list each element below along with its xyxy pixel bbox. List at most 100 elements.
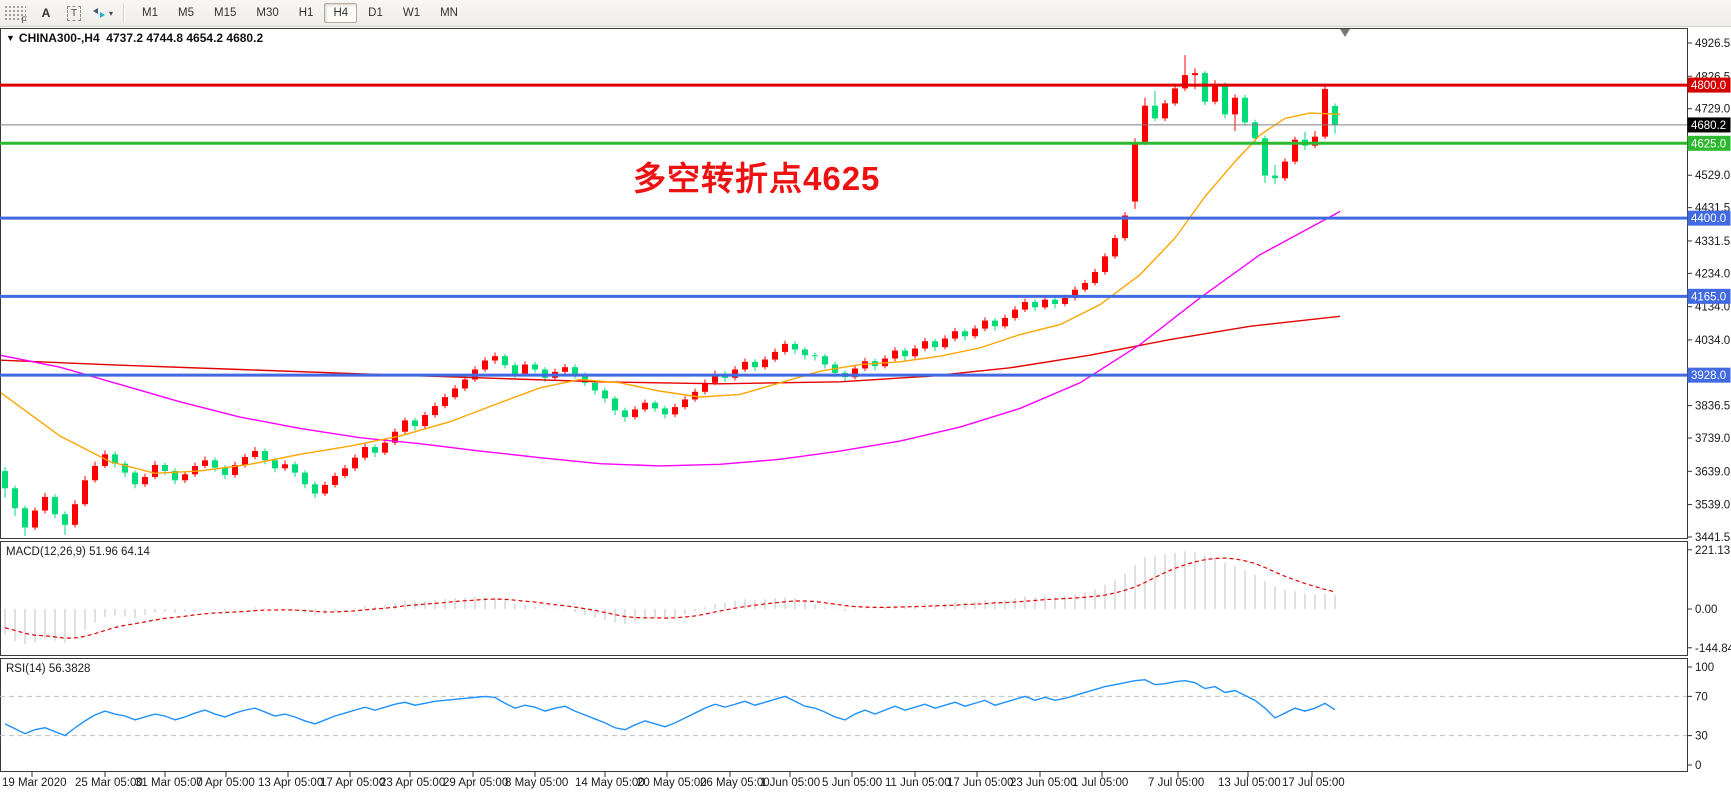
candle-body [502,356,508,366]
price-tick-label: 3836.5 [1695,401,1730,413]
candle-body [642,402,648,410]
timeframe-button-H4[interactable]: H4 [324,3,358,23]
candle-body [1202,73,1208,102]
candle-body [632,409,638,418]
price-badge [1687,367,1731,383]
price-tick-label: 3739.0 [1695,433,1730,445]
candle-body [1042,299,1048,308]
price-tick-label: 4529.0 [1695,170,1730,182]
price-badge-label: 4400.0 [1691,213,1726,225]
timeframe-button-W1[interactable]: W1 [402,7,421,19]
ma-medium-line [1,210,1341,467]
time-tick-label: 25 Mar 05:00 [75,777,143,789]
candle-body [1122,215,1128,239]
price-tick-label: 3539.0 [1695,500,1730,512]
candle-body [342,468,348,476]
time-tick-label: 11 Jun 05:00 [885,777,951,789]
candle-body [442,397,448,407]
price-badge [1687,210,1731,226]
candle-body [672,407,678,415]
candle-body [242,456,248,465]
candle-body [132,472,138,485]
chart-canvas[interactable]: 4926.54826.54729.04529.04431.54331.54234… [0,26,1731,793]
candle-body [402,420,408,432]
time-tick-label: 17 Jun 05:00 [947,777,1014,789]
candle-body [912,348,918,357]
rsi-axis[interactable]: 100 70 30 0 [1687,662,1714,772]
macd-panel[interactable] [0,541,1688,656]
candle-body [1262,138,1268,176]
price-tick-label: 4729.0 [1695,104,1730,116]
candle-body [972,328,978,337]
candle-body [1112,238,1118,257]
price-badge-label: 4680.2 [1691,120,1726,132]
timeframe-toolbar: M1 M5 M15 M30 H1 H4 D1 W1 MN [132,3,468,23]
candle-body [162,464,168,471]
candle-body [1012,309,1018,318]
cycle-symbols-button[interactable]: ▾ [90,2,114,24]
chart-shift-marker-icon[interactable] [1340,29,1350,37]
candle-body [312,484,318,494]
text-box-button[interactable]: T [62,2,86,24]
candle-body [892,350,898,359]
candle-body [82,480,88,505]
timeframe-button-MN[interactable]: MN [440,7,458,19]
candle-body [1152,105,1158,119]
price-badge-label: 4625.0 [1691,138,1726,150]
candle-body [362,447,368,458]
time-tick-label: 19 Mar 2020 [2,777,67,789]
candle-body [92,465,98,481]
candle-body [52,496,58,515]
candle-body [492,356,498,361]
candle-body [992,320,998,327]
rsi-tick-label: 0 [1695,760,1701,772]
rsi-indicator-label: RSI(14) 56.3828 [6,663,91,675]
timeframe-button-M1[interactable]: M1 [142,7,158,19]
candle-body [662,408,668,415]
candle-body [292,464,298,473]
candle-body [962,331,968,337]
timeframe-button-M5[interactable]: M5 [178,7,194,19]
price-axis[interactable]: 4926.54826.54729.04529.04431.54331.54234… [1687,38,1731,544]
macd-tick-label: 221.13 [1695,545,1730,557]
rsi-panel[interactable] [0,658,1688,772]
toolbar-grip-icon[interactable]: F [4,5,27,25]
cycle-arrows-icon [93,8,105,18]
letter-a-icon: A [41,6,51,20]
main-price-panel[interactable] [0,28,1688,539]
candle-body [772,351,778,360]
chart-dropdown-icon[interactable]: ▼ [6,33,15,43]
price-badge [1687,135,1731,151]
candle-body [802,349,808,356]
text-label-button[interactable]: A [34,2,58,24]
macd-signal-line [4,557,1336,639]
candle-body [1252,122,1258,139]
candle-body [702,382,708,392]
timeframe-button-H1[interactable]: H1 [298,7,314,19]
rsi-tick-label: 100 [1695,662,1714,674]
macd-tick-label: 0.00 [1695,604,1717,616]
macd-axis[interactable]: 221.13 0.00 -144.84 [1687,545,1731,655]
candle-body [1212,85,1218,102]
candle-body [1242,97,1248,123]
price-tick-label: 4134.0 [1695,302,1730,314]
candle-body [692,391,698,400]
time-tick-label: 13 Jul 05:00 [1218,777,1281,789]
candle-body [822,356,828,365]
candle-body [942,338,948,348]
candle-body [182,474,188,481]
candle-body [782,343,788,352]
chevron-down-icon[interactable]: ▾ [109,8,114,18]
candle-body [232,464,238,475]
macd-indicator-label: MACD(12,26,9) 51.96 64.14 [6,546,150,558]
timeframe-button-M15[interactable]: M15 [213,7,237,19]
candle-body [1232,97,1238,115]
timeframe-button-D1[interactable]: D1 [368,7,383,19]
candle-body [122,463,128,473]
candle-body [922,341,928,349]
candle-body [462,379,468,389]
candle-body [1022,301,1028,310]
candle-body [1142,105,1148,143]
timeframe-button-M30[interactable]: M30 [256,7,279,19]
